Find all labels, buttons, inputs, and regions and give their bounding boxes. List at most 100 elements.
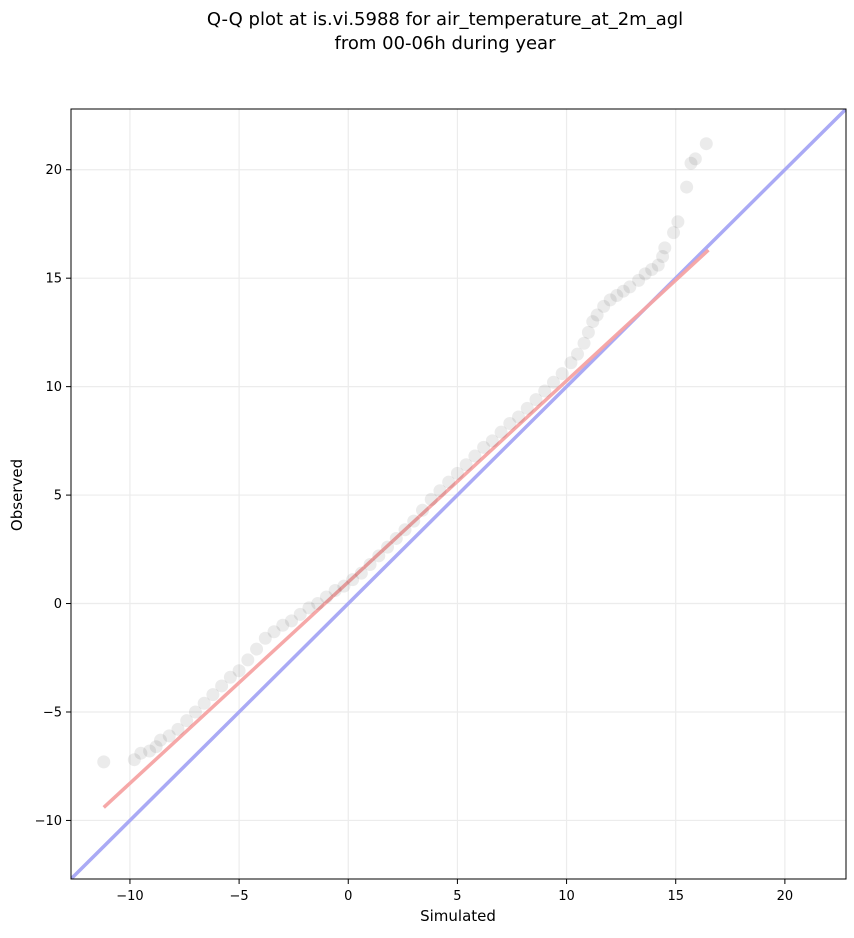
qq-point: [134, 746, 148, 760]
fit-line: [102, 248, 710, 809]
qq-point: [149, 740, 163, 754]
grid-lines: [71, 109, 846, 879]
qq-point: [699, 137, 713, 151]
qq-point: [671, 215, 685, 229]
x-tick-label: 0: [344, 889, 352, 904]
qq-point: [688, 152, 702, 166]
x-tick-label: 5: [453, 889, 461, 904]
qq-point: [442, 475, 456, 489]
qq-point: [154, 733, 168, 747]
qq-point: [512, 410, 526, 424]
qq-point: [206, 688, 220, 702]
qq-point: [581, 325, 595, 339]
qq-point: [97, 755, 111, 769]
qq-point: [415, 503, 429, 517]
qq-point: [180, 714, 194, 728]
qq-point: [577, 336, 591, 350]
qq-point: [407, 514, 421, 528]
x-axis-ticks: −10 −5 0 5 10 15 20: [116, 879, 793, 904]
qq-point: [632, 273, 646, 287]
qq-point: [494, 425, 508, 439]
y-tick-label: −10: [35, 814, 62, 829]
x-tick-label: −10: [116, 889, 143, 904]
qq-point: [143, 744, 157, 758]
qq-point: [570, 347, 584, 361]
qq-point: [684, 156, 698, 170]
qq-point: [381, 540, 395, 554]
plot-frame: [70, 108, 847, 880]
qq-point: [171, 722, 185, 736]
qq-point: [241, 653, 255, 667]
qq-point: [250, 642, 264, 656]
qq-point: [311, 597, 325, 611]
qq-point: [616, 284, 630, 298]
qq-point: [538, 384, 552, 398]
qq-point: [450, 466, 464, 480]
x-tick-label: −5: [230, 889, 249, 904]
y-tick-label: −5: [43, 705, 62, 720]
qq-point: [302, 601, 316, 615]
qq-point: [564, 356, 578, 370]
qq-point: [267, 625, 281, 639]
qq-point: [372, 549, 386, 563]
qq-point: [546, 375, 560, 389]
qq-point: [656, 249, 670, 263]
data-points: [97, 137, 713, 769]
qq-point: [258, 631, 272, 645]
chart-title-line2: from 00-06h during year: [335, 33, 557, 54]
qq-point: [424, 492, 438, 506]
y-tick-label: 0: [54, 597, 62, 612]
qq-point: [363, 557, 377, 571]
qq-point: [590, 308, 604, 322]
qq-point: [389, 531, 403, 545]
qq-point: [555, 367, 569, 381]
y-axis-label: Observed: [8, 459, 26, 531]
qq-point: [680, 180, 694, 194]
qq-point: [232, 664, 246, 678]
y-tick-label: 10: [45, 380, 62, 395]
qq-point: [667, 226, 681, 240]
qq-point: [610, 289, 624, 303]
qq-point: [623, 280, 637, 294]
qq-point: [223, 670, 237, 684]
qq-point: [651, 258, 665, 272]
qq-point: [293, 607, 307, 621]
qq-point: [529, 393, 543, 407]
chart-title-line1: Q-Q plot at is.vi.5988 for air_temperatu…: [207, 9, 683, 30]
qq-point: [433, 484, 447, 498]
qq-point: [638, 267, 652, 281]
qq-point: [162, 729, 176, 743]
qq-point: [603, 293, 617, 307]
qq-point: [328, 584, 342, 598]
qq-point: [197, 696, 211, 710]
qq-point: [520, 401, 534, 415]
qq-point: [468, 449, 482, 463]
qq-point: [284, 614, 298, 628]
qq-point: [276, 618, 290, 632]
qq-point: [127, 753, 141, 767]
x-tick-label: 20: [777, 889, 794, 904]
qq-point: [597, 299, 611, 313]
qq-point: [586, 315, 600, 329]
qq-point: [398, 523, 412, 537]
qq-point: [459, 458, 473, 472]
qq-point: [319, 590, 333, 604]
qq-point: [503, 417, 517, 431]
qq-point: [485, 434, 499, 448]
identity-reference-line: [71, 109, 846, 879]
x-tick-label: 10: [558, 889, 575, 904]
qq-point: [645, 263, 659, 277]
qq-point: [188, 705, 202, 719]
qq-point: [354, 566, 368, 580]
y-tick-label: 5: [54, 489, 62, 504]
qq-point: [346, 573, 360, 587]
y-tick-label: 20: [45, 163, 62, 178]
qq-point: [477, 440, 491, 454]
qq-point: [215, 679, 229, 693]
qq-point: [658, 241, 672, 255]
qq-point: [337, 579, 351, 593]
y-tick-label: 15: [45, 272, 62, 287]
x-axis-label: Simulated: [420, 907, 496, 925]
